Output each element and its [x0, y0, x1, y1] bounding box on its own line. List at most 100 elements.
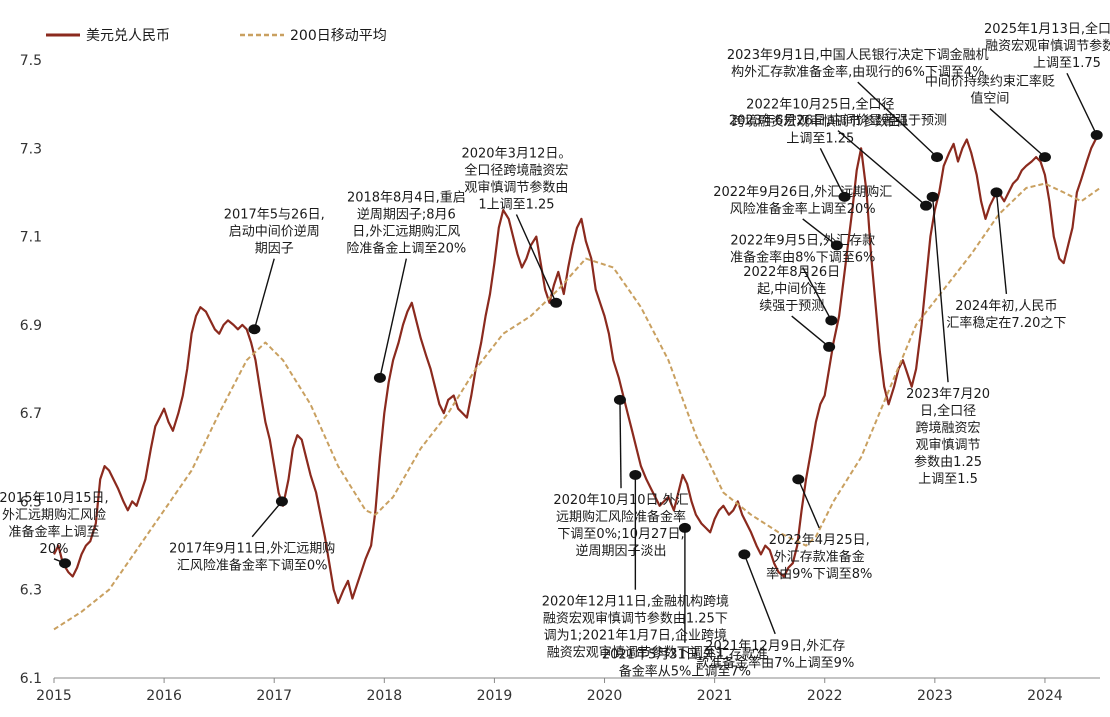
annotation-leader [515, 214, 557, 304]
annotation: 2017年5与26日,启动中间价逆周期因子 [224, 208, 325, 335]
annotation-dot [373, 372, 386, 383]
annotation-dot [792, 474, 805, 485]
annotation-dot [838, 191, 851, 202]
annotation-line: 上调至1.5 [918, 472, 978, 487]
annotation-text: 2021年5月31日,外汇存款准备金率从5%上调至7% [602, 648, 768, 680]
annotation-leader [995, 192, 1008, 295]
annotation: 2015年10月15日,外汇远期购汇风险准备金率上调至 20% [0, 491, 109, 569]
annotation-dot [550, 297, 563, 308]
x-tick-label: 2016 [146, 688, 182, 704]
legend-label-usdcny: 美元兑人民币 [86, 28, 170, 44]
annotation-dot [613, 394, 626, 405]
annotation-leader [989, 108, 1046, 158]
annotation-line: 2023年6月26日,中间价显著强于预测 [729, 114, 947, 129]
annotation-dot [1090, 130, 1103, 141]
x-tick-label: 2023 [917, 688, 953, 704]
axes: 2015 2016 2017 2018 2019 2020 2021 2022 2023 2024… [20, 53, 1100, 704]
y-tick-label: 6.1 [20, 671, 42, 687]
annotation-leader [791, 315, 830, 348]
annotation-leader [797, 479, 820, 529]
annotation-line: 2025年1月13日,全口径跨境 [984, 21, 1110, 37]
annotation-line: 款准备金率由7%上调至9% [696, 655, 854, 671]
annotation-text: 2022年8月26日起,中间价连续强于预测 [743, 265, 840, 314]
annotation-dot [920, 200, 933, 211]
y-tick-label: 7.3 [20, 141, 42, 157]
annotation-leader [619, 399, 622, 489]
annotation: 2018年8月4日,重启逆周期因子;8月6 日,外汇远期购汇风险准备金上调至20% [346, 190, 466, 383]
annotation: 2020年10月10日,外汇远期购汇风险准备金率下调至0%;10月27日,逆周期… [553, 394, 689, 559]
annotation-leader [743, 554, 776, 635]
annotation-text: 中间价持续约束汇率贬值空间 [925, 74, 1055, 107]
annotation-line: 上调至1.75 [1033, 56, 1101, 71]
annotation-line: 外汇存款准备金 [774, 549, 865, 565]
x-tick-label: 2015 [36, 688, 72, 704]
annotation-dot [823, 341, 836, 352]
annotation: 2021年12月9日,外汇存款准备金率由7%上调至9% [696, 549, 854, 671]
series-line-ma200 [53, 182, 1101, 631]
annotation-line: 2022年4月25日, [769, 533, 870, 548]
annotation-layer: 2015年10月15日,外汇远期购汇风险准备金率上调至 20% 2017年5与26日… [0, 21, 1110, 679]
annotation: 2023年7月20 日,全口径跨境融资宏观审慎调节参数由1.25 上调至1.5 [906, 191, 990, 487]
annotation: 2020年3月12日。全口径跨境融资宏观审慎调节参数由 1上调至1.25 [461, 147, 571, 308]
annotation: 2024年初,人民币汇率稳定在7.20之下 [946, 187, 1066, 331]
annotation-line: 2020年10月10日,外汇 [553, 493, 688, 508]
annotation-leader [379, 258, 408, 378]
annotation-line: 2022年9月26日,外汇远期购汇 [713, 184, 892, 200]
annotation-line: 逆周期因子;8月6 [357, 207, 456, 223]
annotation-line: 观审慎调节 [916, 438, 981, 453]
annotation-line: 值空间 [970, 91, 1009, 107]
x-tick-label: 2020 [587, 688, 623, 704]
annotation-text: 2022年9月26日,外汇远期购汇风险准备金率上调至20% [713, 184, 892, 217]
annotation-line: 融资宏观审慎调节参数从1.5 [985, 38, 1110, 54]
y-tick-label: 6.5 [20, 494, 42, 510]
annotation: 2017年9月11日,外汇远期购汇风险准备金率下调至0% [169, 496, 335, 574]
annotation-line: 期因子 [255, 242, 294, 257]
annotation-text: 2020年12月11日,金融机构跨境融资宏观审慎调节参数由1.25下调为1;20… [542, 594, 729, 661]
annotation: 2022年8月26日起,中间价连续强于预测 [743, 265, 840, 352]
annotation-text: 2020年10月10日,外汇远期购汇风险准备金率下调至0%;10月27日,逆周期… [553, 493, 688, 559]
annotation-line: 外汇远期购汇风险 [2, 507, 106, 523]
annotation-line: 风险准备金率上调至20% [730, 201, 876, 217]
annotation-leader [802, 267, 832, 321]
annotation-leader [1066, 72, 1098, 136]
annotation-line: 2018年8月4日,重启 [347, 190, 466, 206]
annotation-line: 2017年9月11日,外汇远期购 [169, 541, 335, 557]
annotation-line: 2021年5月31日,外汇存款准 [602, 648, 768, 663]
annotation-line: 2023年9月1日,中国人民银行决定下调金融机 [727, 47, 989, 63]
x-tick-label: 2022 [807, 688, 843, 704]
annotation-text: 2022年9月5日,外汇存款准备金率由8%下调至6% [730, 233, 875, 265]
annotation-line: 2024年初,人民币 [955, 299, 1057, 314]
x-tick-label: 2019 [477, 688, 513, 704]
annotation-line: 备金率从5%上调至7% [619, 664, 751, 680]
annotation-leader [857, 81, 938, 158]
annotation: 2022年4月25日,外汇存款准备金率由9%下调至8% [766, 474, 872, 582]
annotation-line: 调为1;2021年1月7日,企业跨境 [544, 628, 727, 644]
annotation-dot [738, 549, 751, 560]
annotation-line: 20% [40, 542, 69, 557]
annotation: 中间价持续约束汇率贬值空间 [925, 74, 1055, 163]
annotation-line: 远期购汇风险准备金率 [556, 509, 686, 525]
annotation-text: 2017年5与26日,启动中间价逆周期因子 [224, 208, 325, 257]
annotation-line: 日,外汇远期购汇风 [352, 224, 460, 240]
annotation-dot [825, 315, 838, 326]
annotation-text: 2022年10月25日,全口径跨境融资宏观审慎调节参数由1 上调至1.25 [732, 96, 909, 146]
annotation-text: 2020年3月12日。全口径跨境融资宏观审慎调节参数由 1上调至1.25 [461, 147, 571, 213]
y-tick-label: 6.9 [20, 318, 42, 334]
annotation-text: 2021年12月9日,外汇存款准备金率由7%上调至9% [696, 639, 854, 671]
annotation-line: 2020年12月11日,金融机构跨境 [542, 594, 729, 610]
annotation: 2022年10月25日,全口径跨境融资宏观审慎调节参数由1 上调至1.25 [732, 96, 909, 202]
annotation-dot [629, 469, 642, 480]
annotation-text: 2017年9月11日,外汇远期购汇风险准备金率下调至0% [169, 541, 335, 574]
annotation: 2023年6月26日,中间价显著强于预测 [729, 114, 947, 211]
annotation-text: 2023年9月1日,中国人民银行决定下调金融机构外汇存款准备金率,由现行的6%下… [727, 47, 989, 80]
annotation-leader [251, 500, 283, 538]
annotation-line: 跨境融资宏观审慎调节参数由1 [732, 113, 909, 129]
x-tick-label: 2021 [697, 688, 733, 704]
annotation-line: 构外汇存款准备金率,由现行的6%下调至4% [731, 64, 984, 80]
y-tick-label: 7.1 [20, 230, 42, 246]
annotation: 2023年9月1日,中国人民银行决定下调金融机构外汇存款准备金率,由现行的6%下… [727, 47, 989, 163]
annotation-line: 中间价持续约束汇率贬 [925, 74, 1055, 90]
annotation-dot [990, 187, 1003, 198]
annotation-line: 准备金率上调至 [8, 524, 99, 540]
annotation: 2025年1月13日,全口径跨境融资宏观审慎调节参数从1.5 上调至1.75 [984, 21, 1110, 141]
